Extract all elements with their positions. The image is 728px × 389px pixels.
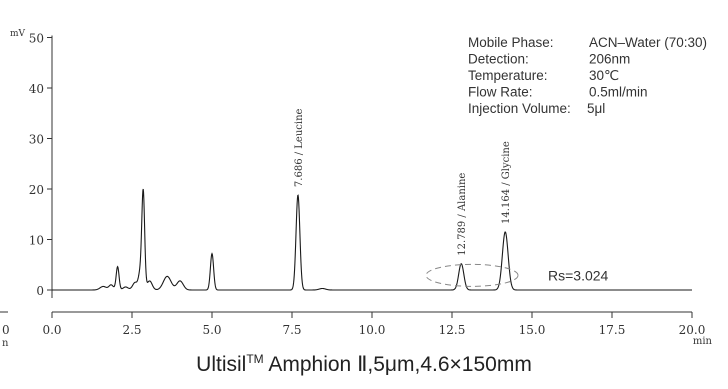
left-partial-tick-label: 0 xyxy=(2,323,10,337)
y-tick-label: 40 xyxy=(29,82,44,96)
x-tick-label: 0.0 xyxy=(42,323,61,337)
condition-label: Detection: xyxy=(468,52,529,67)
labels-layer: 7.686 / Leucine 12.789 / Alanine 14.164 / … xyxy=(294,108,609,287)
y-tick-label: 10 xyxy=(29,234,44,248)
caption-prefix: Ultisil xyxy=(196,353,247,376)
x-tick-label: 17.5 xyxy=(599,323,626,337)
left-partial-unit: n xyxy=(2,338,9,349)
x-tick-label: 15.0 xyxy=(519,323,546,337)
x-tick-label: 2.5 xyxy=(122,323,141,337)
x-tick-label: 5.0 xyxy=(202,323,221,337)
condition-label: Injection Volume: xyxy=(468,101,571,116)
caption-superscript: TM xyxy=(246,352,264,366)
x-tick-label: 10.0 xyxy=(359,323,386,337)
y-tick-label: 50 xyxy=(29,32,44,46)
column-caption: UltisilTM Amphion Ⅱ,5μm,4.6×150mm xyxy=(0,352,728,377)
x-tick-label: 7.5 xyxy=(282,323,301,337)
peak-label: 12.789 / Alanine xyxy=(457,173,468,256)
y-tick-label: 30 xyxy=(29,133,44,147)
condition-label: Temperature: xyxy=(468,68,548,83)
x-axis-unit: min xyxy=(693,336,713,347)
y-tick-label: 20 xyxy=(29,183,44,197)
caption-suffix: Amphion Ⅱ,5μm,4.6×150mm xyxy=(263,353,532,376)
x-tick-label: 20.0 xyxy=(679,323,706,337)
x-tick-label: 12.5 xyxy=(439,323,466,337)
condition-label: Flow Rate: xyxy=(468,85,533,100)
peak-label: 7.686 / Leucine xyxy=(294,108,305,187)
resolution-label: Rs=3.024 xyxy=(548,267,609,283)
condition-value: 0.5ml/min xyxy=(589,85,648,100)
conditions-box: Mobile Phase: ACN–Water (70:30) Detection:… xyxy=(468,35,707,116)
condition-label: Mobile Phase: xyxy=(468,35,554,50)
condition-value: 30℃ xyxy=(589,68,619,83)
y-tick-label: 0 xyxy=(36,284,44,298)
condition-value: 206nm xyxy=(589,52,630,67)
trace-layer xyxy=(52,188,692,291)
condition-value: ACN–Water (70:30) xyxy=(589,35,707,50)
y-axis-unit: mV xyxy=(10,29,26,39)
condition-value: 5μl xyxy=(587,101,605,116)
chromatogram-trace xyxy=(52,188,692,291)
resolution-ellipse xyxy=(425,263,519,287)
peak-label: 14.164 / Glycine xyxy=(501,141,512,224)
